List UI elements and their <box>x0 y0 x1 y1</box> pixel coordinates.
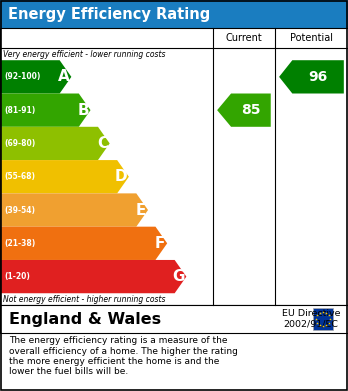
Text: (21-38): (21-38) <box>5 239 36 248</box>
Bar <box>0 0 348 28</box>
Polygon shape <box>279 60 344 93</box>
Text: Potential: Potential <box>290 33 333 43</box>
Bar <box>0 305 348 333</box>
Bar <box>313 308 333 330</box>
Text: (92-100): (92-100) <box>5 72 41 81</box>
Text: Current: Current <box>226 33 262 43</box>
Text: 85: 85 <box>241 103 261 117</box>
Polygon shape <box>1 194 148 227</box>
Polygon shape <box>1 93 90 127</box>
Text: (39-54): (39-54) <box>5 206 35 215</box>
Text: Not energy efficient - higher running costs: Not energy efficient - higher running co… <box>3 294 166 304</box>
Polygon shape <box>1 127 110 160</box>
Text: Very energy efficient - lower running costs: Very energy efficient - lower running co… <box>3 50 166 59</box>
Text: (1-20): (1-20) <box>5 272 30 281</box>
Text: (55-68): (55-68) <box>5 172 35 181</box>
Text: EU Directive
2002/91/EC: EU Directive 2002/91/EC <box>282 309 340 329</box>
Text: The energy efficiency rating is a measure of the
overall efficiency of a home. T: The energy efficiency rating is a measur… <box>9 336 238 377</box>
Text: (69-80): (69-80) <box>5 139 36 148</box>
Text: E: E <box>136 203 146 217</box>
Text: Energy Efficiency Rating: Energy Efficiency Rating <box>8 7 210 22</box>
Polygon shape <box>1 260 187 293</box>
Text: (81-91): (81-91) <box>5 106 36 115</box>
Polygon shape <box>1 160 129 194</box>
Text: C: C <box>97 136 108 151</box>
Polygon shape <box>1 227 167 260</box>
Polygon shape <box>1 60 71 93</box>
Polygon shape <box>217 93 271 127</box>
Text: A: A <box>58 69 70 84</box>
Text: D: D <box>114 169 127 184</box>
Text: G: G <box>172 269 184 284</box>
Bar <box>0 28 348 305</box>
Text: F: F <box>155 236 165 251</box>
Text: England & Wales: England & Wales <box>9 312 161 326</box>
Text: B: B <box>77 103 89 118</box>
Text: 96: 96 <box>308 70 328 84</box>
